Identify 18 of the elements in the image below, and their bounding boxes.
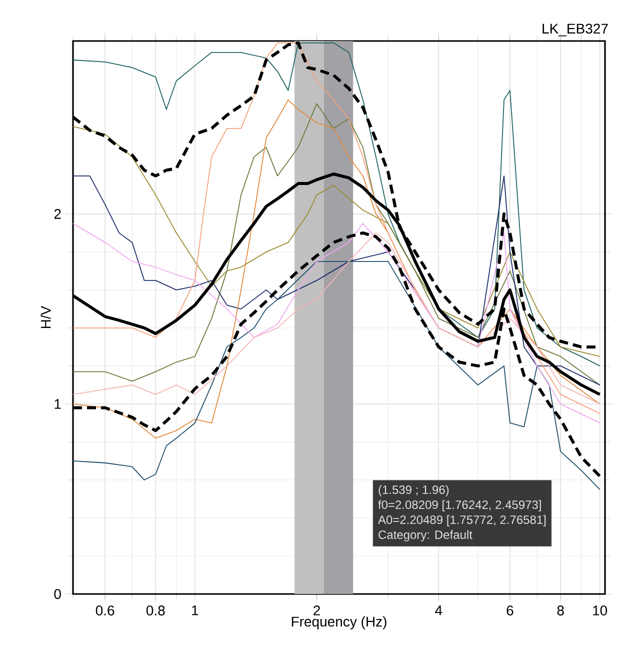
annotation: Category: Default	[378, 530, 472, 542]
chart-title: LK_EB327	[542, 24, 608, 36]
annotation: f0=2.08209 [1.76242, 2.45973]	[378, 500, 541, 512]
x-tick-label: 8	[557, 606, 564, 616]
y-axis-title: H/V	[40, 306, 51, 328]
annotation: (1.539 ; 1.96)	[378, 485, 449, 496]
x-tick-label: 1	[192, 606, 198, 616]
x-tick-label: 0.8	[146, 606, 165, 616]
annotation: A0=2.20489 [1.75772, 2.76581]	[378, 515, 546, 526]
x-tick-label: 2	[314, 606, 320, 616]
x-axis-title: Frequency (Hz)	[292, 616, 386, 630]
x-tick-label: 0.6	[96, 606, 114, 616]
y-tick-label: 1	[54, 399, 61, 409]
x-tick-label: 4	[435, 606, 442, 616]
x-tick-label: 6	[506, 606, 514, 616]
y-tick-label: 0	[54, 589, 61, 599]
y-tick-label: 2	[54, 209, 61, 219]
x-tick-label: 10	[593, 606, 608, 616]
